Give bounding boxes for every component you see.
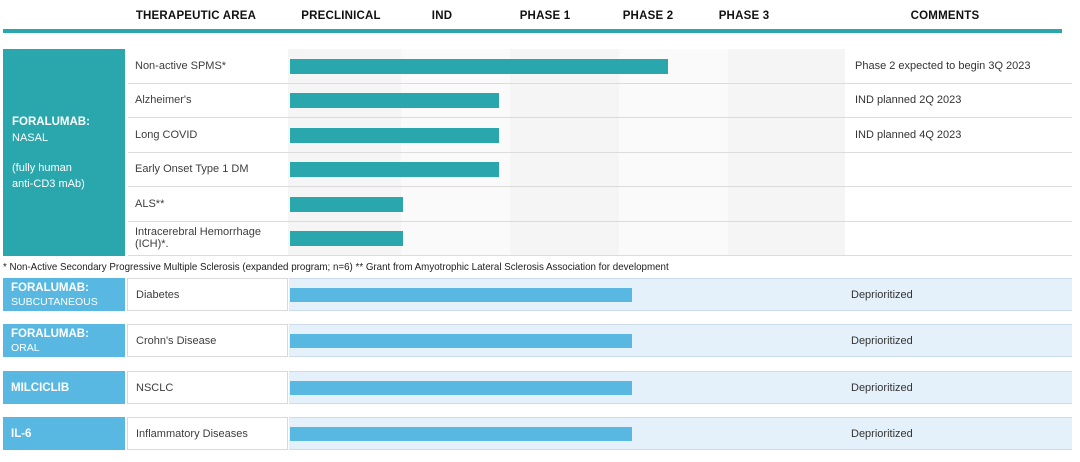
stage-progress-bar [290, 333, 632, 348]
group-block-milciclib: MILCICLIB [3, 371, 125, 404]
group-note-line1: (fully human [12, 161, 72, 174]
therapeutic-area-label: Crohn's Disease [127, 324, 288, 357]
spacer [12, 146, 125, 160]
pipeline-row-type1-dm: Early Onset Type 1 DM [128, 153, 1072, 187]
column-header-therapeutic-area: THERAPEUTIC AREA [135, 10, 257, 22]
row-highlight-background [289, 278, 1072, 311]
therapeutic-area-label: Intracerebral Hemorrhage (ICH)*. [135, 225, 261, 251]
column-header-ind: IND [431, 10, 453, 22]
column-header-comments: COMMENTS [910, 10, 980, 22]
group-route: ORAL [11, 341, 40, 354]
group-block-foralumab-oral: FORALUMAB: ORAL [3, 324, 125, 357]
therapeutic-area-label: Diabetes [127, 278, 288, 311]
group-route: SUBCUTANEOUS [11, 295, 98, 308]
pipeline-row-als: ALS** [128, 187, 1072, 222]
column-header-phase2: PHASE 2 [622, 10, 674, 22]
stage-progress-bar [290, 196, 403, 212]
status-text: Deprioritized [851, 334, 913, 347]
group-name: FORALUMAB: [11, 327, 89, 340]
status-text: Deprioritized [851, 288, 913, 301]
group-note-line2: anti-CD3 mAb) [12, 177, 85, 190]
group-name: MILCICLIB [11, 381, 70, 394]
comment-text: IND planned 2Q 2023 [855, 94, 962, 107]
footnote-text: * Non-Active Secondary Progressive Multi… [3, 261, 669, 273]
group-block-foralumab-subcutaneous: FORALUMAB: SUBCUTANEOUS [3, 278, 125, 311]
therapeutic-area-label: Inflammatory Diseases [127, 417, 288, 450]
therapeutic-area-label: Early Onset Type 1 DM [135, 163, 249, 175]
stage-progress-bar [290, 58, 668, 74]
stage-progress-bar [290, 231, 403, 246]
column-header-phase1: PHASE 1 [519, 10, 571, 22]
stage-column-shade-phase3 [728, 49, 845, 256]
stage-progress-bar [290, 93, 499, 108]
stage-progress-bar [290, 380, 632, 395]
therapeutic-area-label: NSCLC [127, 371, 288, 404]
stage-progress-bar [290, 162, 499, 177]
group-name: FORALUMAB: [12, 115, 90, 128]
stage-column-shade-ind [401, 49, 510, 256]
therapeutic-area-label: ALS** [135, 197, 165, 210]
pipeline-row-nonactive-spms: Non-active SPMS* Phase 2 expected to beg… [128, 49, 1072, 84]
group-block-foralumab-nasal: FORALUMAB: NASAL (fully human anti-CD3 m… [3, 49, 125, 256]
stage-progress-bar [290, 426, 632, 441]
status-text: Deprioritized [851, 381, 913, 394]
stage-progress-bar [290, 127, 499, 143]
nasal-program-rows: Non-active SPMS* Phase 2 expected to beg… [128, 49, 1072, 256]
stage-column-shade-phase1 [510, 49, 619, 256]
pipeline-row-alzheimers: Alzheimer's IND planned 2Q 2023 [128, 84, 1072, 118]
column-header-phase3: PHASE 3 [718, 10, 770, 22]
therapeutic-area-label: Alzheimer's [135, 94, 192, 106]
stage-column-shade-phase2 [619, 49, 728, 256]
pipeline-row-ich: Intracerebral Hemorrhage (ICH)*. [128, 222, 1072, 256]
stage-progress-bar [290, 287, 632, 302]
group-name: FORALUMAB: [11, 281, 89, 294]
group-name: IL-6 [11, 427, 32, 440]
therapeutic-area-label: Long COVID [135, 128, 198, 141]
status-text: Deprioritized [851, 427, 913, 440]
stage-column-shade-preclinical [288, 49, 401, 256]
group-route: NASAL [12, 131, 49, 144]
group-block-il6: IL-6 [3, 417, 125, 450]
comment-text: IND planned 4Q 2023 [855, 128, 962, 141]
column-header-preclinical: PRECLINICAL [301, 10, 381, 22]
header-divider-rule [3, 29, 1062, 33]
pipeline-row-long-covid: Long COVID IND planned 4Q 2023 [128, 118, 1072, 153]
comment-text: Phase 2 expected to begin 3Q 2023 [855, 59, 1031, 72]
therapeutic-area-label: Non-active SPMS* [135, 59, 227, 72]
